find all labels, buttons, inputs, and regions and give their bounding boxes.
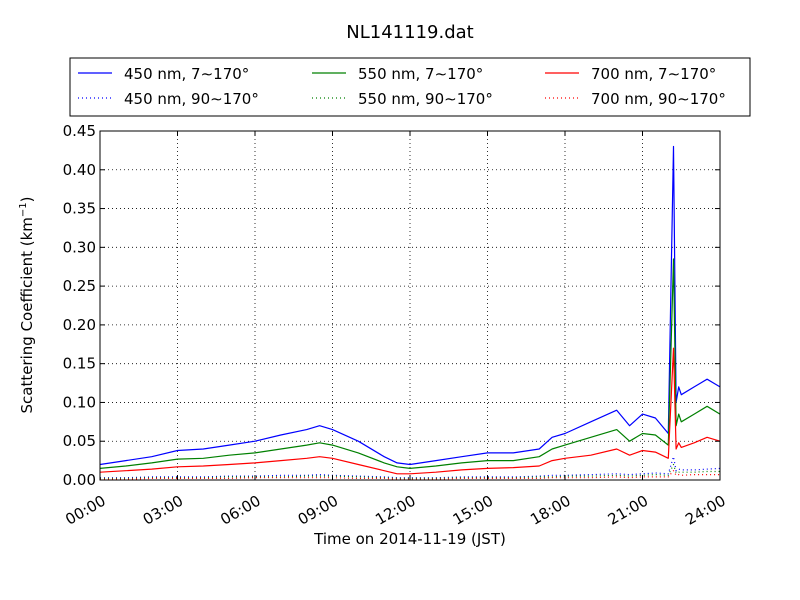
y-axis-label-main: Scattering Coefficient (km (18, 217, 36, 413)
legend-label: 550 nm, 7∼170° (358, 65, 483, 83)
series-line-4 (99, 347, 721, 475)
series-line-0 (99, 145, 721, 466)
plot-background (100, 131, 720, 480)
y-tick-label: 0.45 (63, 122, 96, 140)
series-line-2 (99, 258, 721, 469)
y-axis-label: Scattering Coefficient (km−1) (18, 196, 36, 413)
series-lines (99, 145, 721, 480)
y-tick-label: 0.40 (63, 161, 96, 179)
y-tick-label: 0.20 (63, 316, 96, 334)
y-axis-label-close: ) (18, 196, 36, 202)
legend-label: 700 nm, 7∼170° (591, 65, 716, 83)
legend-label: 450 nm, 90∼170° (124, 90, 259, 108)
x-axis-label: Time on 2014-11-19 (JST) (313, 530, 506, 548)
y-tick-label: 0.30 (63, 238, 96, 256)
legend-label: 550 nm, 90∼170° (358, 90, 493, 108)
y-tick-label: 0.10 (63, 393, 96, 411)
legend-items: 450 nm, 7∼170° 450 nm, 90∼170° 550 nm, 7∼1… (78, 65, 726, 108)
y-tick-label: 0.35 (63, 200, 96, 218)
chart-title: NL141119.dat (346, 22, 473, 43)
y-tick-label: 0.05 (63, 432, 96, 450)
y-axis-label-exponent: −1 (18, 202, 29, 217)
legend-frame (69, 57, 751, 117)
y-tick-label: 0.15 (63, 355, 96, 373)
y-tick-label: 0.25 (63, 277, 96, 295)
y-tick-label: 0.00 (63, 471, 96, 489)
plot-area: 00:00 03:00 06:00 09:00 12:00 15:00 18:00 21:00… (62, 122, 728, 529)
legend-label: 700 nm, 90∼170° (591, 90, 726, 108)
legend-label: 450 nm, 7∼170° (124, 65, 249, 83)
legend: 450 nm, 7∼170° 450 nm, 90∼170° 550 nm, 7∼1… (69, 57, 751, 117)
